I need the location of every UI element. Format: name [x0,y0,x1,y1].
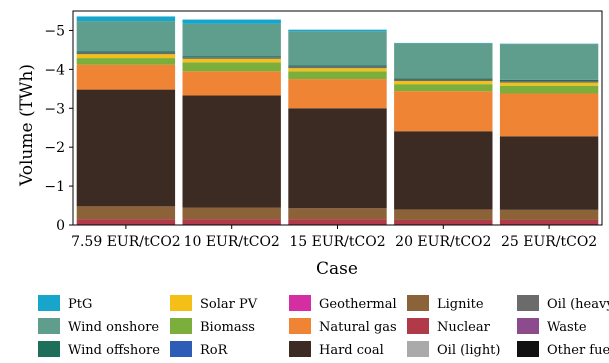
legend-swatch-nuclear [407,318,429,334]
x-tick-label: 20 EUR/tCO2 [395,234,491,250]
bar-segment-lignite-1 [182,207,281,220]
bar-segment-biomass-3 [394,84,493,92]
bar-segment-wind-onshore-4 [499,44,599,80]
legend-swatch-ror [170,341,192,357]
legend-swatch-natural-gas [289,318,311,334]
legend-swatch-solar-pv [170,295,192,311]
legend: PtG Wind onshore Wind offshore Solar PV Biom… [38,295,609,358]
bar-segment-oil-heavy-4 [499,81,599,83]
bar-segment-wind-offshore-2 [288,65,387,67]
y-axis-title: Volume (TWh) [17,64,37,187]
legend-label: Wind offshore [68,343,160,358]
bar-segment-wind-offshore-3 [394,78,493,80]
bar-segment-oil-heavy-0 [76,52,176,55]
x-tick-label: 7.59 EUR/tCO2 [71,234,181,250]
bar-segment-biomass-1 [182,62,281,72]
bar-segment-nuclear-2 [288,219,387,225]
bar-segment-lignite-4 [499,209,599,220]
bar-segment-ptg-2 [288,29,387,32]
x-axis-title: Case [316,259,358,279]
legend-swatch-lignite [407,295,429,311]
legend-swatch-other-fuels [517,341,539,357]
bar-segment-natural-gas-2 [288,79,387,109]
bar-segment-oil-heavy-2 [288,66,387,69]
bar-segment-natural-gas-4 [499,93,599,137]
legend-label: Hard coal [319,343,384,358]
bar-segment-wind-offshore-1 [182,56,281,58]
axes-group: 7.59 EUR/tCO2 10 EUR/tCO2 15 EUR/tCO2 20 EU… [44,10,603,250]
bar-segment-oil-heavy-1 [182,57,281,59]
bar-segment-nuclear-0 [76,219,176,225]
bar-segment-natural-gas-1 [182,71,281,96]
bar-segment-wind-onshore-3 [394,43,493,79]
bar-segment-solar-pv-2 [288,68,387,72]
y-tick-label: −3 [44,101,65,117]
bar-segment-wind-onshore-1 [182,23,281,57]
y-tick-label: −4 [44,62,65,78]
bar-segment-wind-onshore-0 [76,21,176,52]
legend-label: Other fuels [547,343,609,358]
bar-segment-solar-pv-0 [76,54,176,59]
legend-swatch-wind-onshore [38,318,60,334]
plot-frame [72,10,603,226]
x-tick-label: 25 EUR/tCO2 [501,234,597,250]
legend-label: Biomass [200,320,255,335]
x-tick-label: 10 EUR/tCO2 [184,234,280,250]
bar-segment-biomass-0 [76,58,176,65]
bar-segment-nuclear-1 [182,219,281,225]
bar-segment-hard-coal-1 [182,95,281,208]
legend-swatch-oil-heavy [517,295,539,311]
legend-swatch-hard-coal [289,341,311,357]
legend-swatch-geothermal [289,295,311,311]
legend-swatch-ptg [38,295,60,311]
y-tick-label: 0 [56,218,65,234]
bar-segment-wind-onshore-2 [288,31,387,66]
bar-segment-lignite-3 [394,209,493,220]
bar-segment-hard-coal-2 [288,108,387,209]
bar-segment-biomass-2 [288,71,387,80]
legend-label: Solar PV [200,297,258,312]
y-tick-label: −2 [44,140,65,156]
legend-label: PtG [68,297,92,312]
bar-segment-wind-offshore-0 [76,51,176,53]
x-tick-label: 15 EUR/tCO2 [289,234,385,250]
legend-label: Natural gas [319,320,397,335]
y-tick-label: −1 [44,179,65,195]
legend-swatch-biomass [170,318,192,334]
y-tick-label: −5 [44,23,65,39]
legend-label: Wind onshore [68,320,159,335]
legend-label: RoR [200,343,229,358]
bar-segment-solar-pv-4 [499,82,599,86]
legend-swatch-oil-light [407,341,429,357]
legend-label: Waste [547,320,587,335]
bar-segment-natural-gas-3 [394,91,493,132]
bar-segment-natural-gas-0 [76,64,176,90]
legend-label: Oil (heavy) [547,297,609,312]
legend-swatch-waste [517,318,539,334]
bar-segment-ptg-0 [76,16,176,22]
bar-segment-nuclear-4 [499,219,599,225]
legend-label: Geothermal [319,297,397,312]
bar-segment-oil-heavy-3 [394,79,493,82]
bar-segment-hard-coal-3 [394,131,493,210]
bar-segment-hard-coal-4 [499,136,599,210]
bar-segment-solar-pv-1 [182,58,281,63]
bar-segment-nuclear-3 [394,219,493,225]
bar-segment-hard-coal-0 [76,89,176,207]
bar-segment-solar-pv-3 [394,81,493,85]
bars-group [76,16,599,225]
bar-segment-wind-offshore-4 [499,79,599,82]
legend-label: Oil (light) [437,343,500,358]
legend-swatch-wind-offshore [38,341,60,357]
bar-segment-biomass-4 [499,85,599,94]
legend-label: Nuclear [437,320,491,335]
legend-label: Lignite [437,297,484,312]
bar-segment-lignite-2 [288,208,387,220]
bar-segment-ptg-1 [182,19,281,24]
bar-segment-lignite-0 [76,206,176,220]
